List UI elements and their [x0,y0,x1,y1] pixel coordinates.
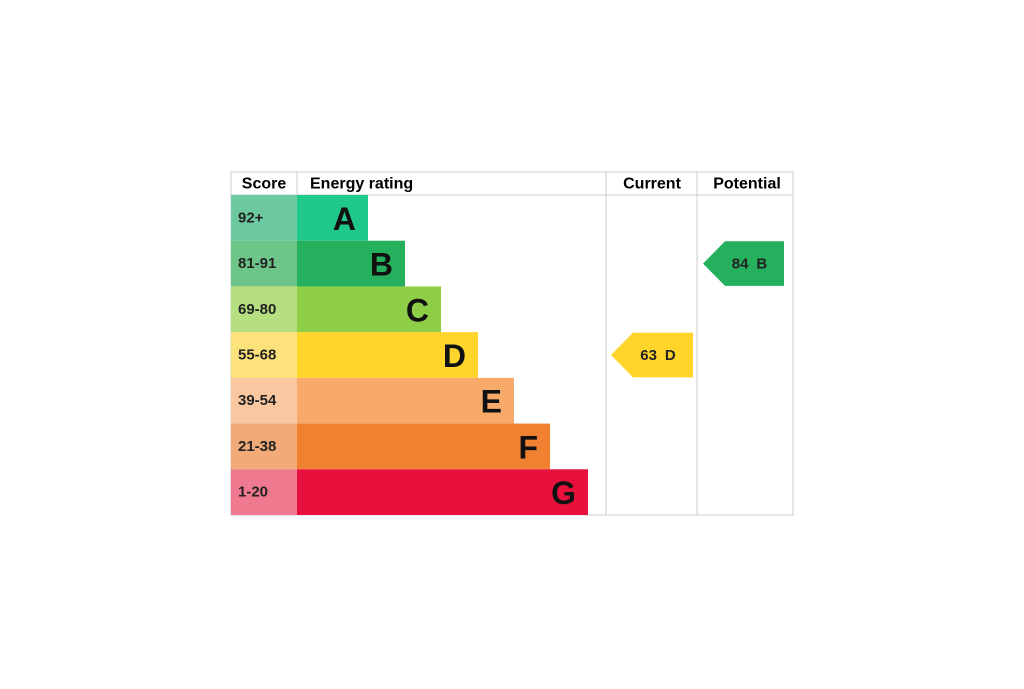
score-label: 39-54 [238,392,277,409]
current-rating: D [665,347,676,364]
score-label: 69-80 [238,301,276,318]
header-potential: Potential [713,176,781,193]
rating-bar [297,195,368,241]
score-label: 21-38 [238,438,276,455]
score-cell [231,332,297,378]
header-rating: Energy rating [310,176,413,193]
rating-letter: B [370,247,393,283]
potential-score: 84 [732,255,749,272]
rating-letter: D [443,338,466,374]
potential-label: 84 B [732,255,768,272]
header-score: Score [242,176,287,193]
score-cell [231,286,297,333]
potential-rating: B [756,255,767,272]
score-cell [231,377,297,424]
rating-letter: E [481,384,502,420]
score-cell [231,240,297,287]
score-label: 92+ [238,209,264,226]
current-score: 63 [640,347,657,364]
score-label: 1-20 [238,484,268,501]
header-current: Current [623,176,681,193]
current-arrow [611,332,693,378]
score-label: 55-68 [238,347,276,364]
potential-arrow [703,241,784,286]
rating-letter: A [333,201,356,237]
rating-bar [297,332,478,378]
rating-bar [297,423,550,470]
rating-bar [297,469,588,515]
current-label: 63 D [640,347,676,364]
score-label: 81-91 [238,255,276,272]
score-cell [231,195,297,241]
rating-letter: C [406,292,429,328]
rating-bar [297,377,514,424]
rating-letter: G [551,475,576,511]
score-cell [231,423,297,470]
score-cell [231,469,297,515]
rating-bar [297,240,405,287]
rating-bar [297,286,441,333]
rating-letter: F [518,429,538,465]
